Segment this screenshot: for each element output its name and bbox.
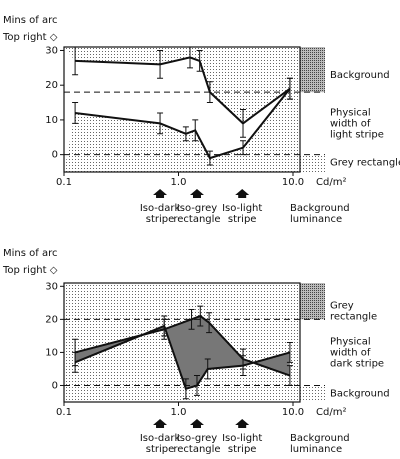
error-bar <box>157 112 164 135</box>
legend-patch <box>300 283 325 320</box>
arrow-label: Iso-dark <box>140 433 181 444</box>
x-label: luminance <box>290 214 342 225</box>
x-tick-label: 0.1 <box>56 407 72 418</box>
error-bar <box>286 342 293 363</box>
arrow-marker <box>153 419 168 428</box>
error-bar <box>188 308 195 330</box>
right-label: light stripe <box>330 129 384 140</box>
x-tick-label: 0.1 <box>56 177 72 188</box>
y-tick-label: 10 <box>45 347 58 358</box>
legend-patch <box>300 385 325 402</box>
error-bar <box>72 102 79 124</box>
error-bar <box>193 375 200 396</box>
arrow-label: Iso-grey <box>177 203 217 214</box>
x-unit: Cd/m² <box>316 177 346 188</box>
y-tick-label: 30 <box>45 45 58 56</box>
right-label: Grey rectangle <box>330 158 400 169</box>
x-label: luminance <box>290 444 342 455</box>
right-label: Background <box>330 70 390 81</box>
x-tick-label: 10.0 <box>282 177 304 188</box>
error-bar <box>196 49 203 72</box>
arrow-label: Iso-grey <box>177 433 217 444</box>
x-tick-label: 1.0 <box>171 177 187 188</box>
legend-patch <box>300 47 325 93</box>
error-bar <box>204 358 211 380</box>
error-bar <box>240 109 247 138</box>
x-label: Background <box>290 433 350 444</box>
error-bar <box>206 81 213 104</box>
frame <box>63 282 301 403</box>
arrow-label: stripe <box>146 214 175 225</box>
error-bar <box>206 150 213 166</box>
error-bar <box>182 378 189 400</box>
arrow-marker <box>189 419 204 428</box>
arrow-label: stripe <box>228 444 257 455</box>
arrow-marker <box>189 189 204 198</box>
error-bar <box>286 365 293 386</box>
y-label: Mins of arc <box>3 15 57 26</box>
right-label: dark stripe <box>330 358 384 369</box>
arrow-label: rectangle <box>173 214 220 225</box>
legend-patch <box>300 154 325 172</box>
y-sublabel: Top right ◇ <box>2 32 58 43</box>
error-bar <box>240 140 247 156</box>
error-bar <box>182 126 189 142</box>
frame <box>63 46 301 173</box>
error-bar <box>206 312 213 334</box>
y-tick-label: 20 <box>45 80 58 91</box>
y-tick-label: 0 <box>52 380 58 391</box>
shade-below <box>64 88 300 172</box>
arrow-marker <box>153 189 168 198</box>
y-tick-label: 10 <box>45 115 58 126</box>
error-bar <box>240 355 247 377</box>
band <box>75 316 290 389</box>
error-bar <box>157 49 164 79</box>
right-label: Physical <box>330 107 371 118</box>
shade-above <box>64 47 300 124</box>
arrow-label: stripe <box>146 444 175 455</box>
y-tick-label: 0 <box>52 150 58 161</box>
right-label: width of <box>330 347 371 358</box>
arrow-marker <box>235 189 250 198</box>
error-bar <box>186 46 193 69</box>
arrow-marker <box>235 419 250 428</box>
right-label: Grey <box>330 301 354 312</box>
error-bar <box>286 77 293 100</box>
arrow-label: stripe <box>228 214 257 225</box>
x-unit: Cd/m² <box>316 407 346 418</box>
y-tick-label: 20 <box>45 314 58 325</box>
right-label: width of <box>330 118 371 129</box>
arrow-label: Iso-dark <box>140 203 181 214</box>
error-bar <box>72 351 79 373</box>
error-bar <box>197 305 204 327</box>
error-bar <box>72 46 79 76</box>
arrow-label: Iso-light <box>222 203 262 214</box>
arrow-label: Iso-light <box>222 433 262 444</box>
error-bar <box>192 119 199 142</box>
x-tick-label: 1.0 <box>171 407 187 418</box>
x-tick-label: 10.0 <box>282 407 304 418</box>
y-sublabel: Top right ◇ <box>2 265 58 276</box>
error-bar <box>161 315 168 337</box>
right-label: rectangle <box>330 312 377 323</box>
arrow-label: rectangle <box>173 444 220 455</box>
y-label: Mins of arc <box>3 248 57 259</box>
y-tick-label: 30 <box>45 281 58 292</box>
right-label: Background <box>330 388 390 399</box>
x-label: Background <box>290 203 350 214</box>
right-label: Physical <box>330 336 371 347</box>
